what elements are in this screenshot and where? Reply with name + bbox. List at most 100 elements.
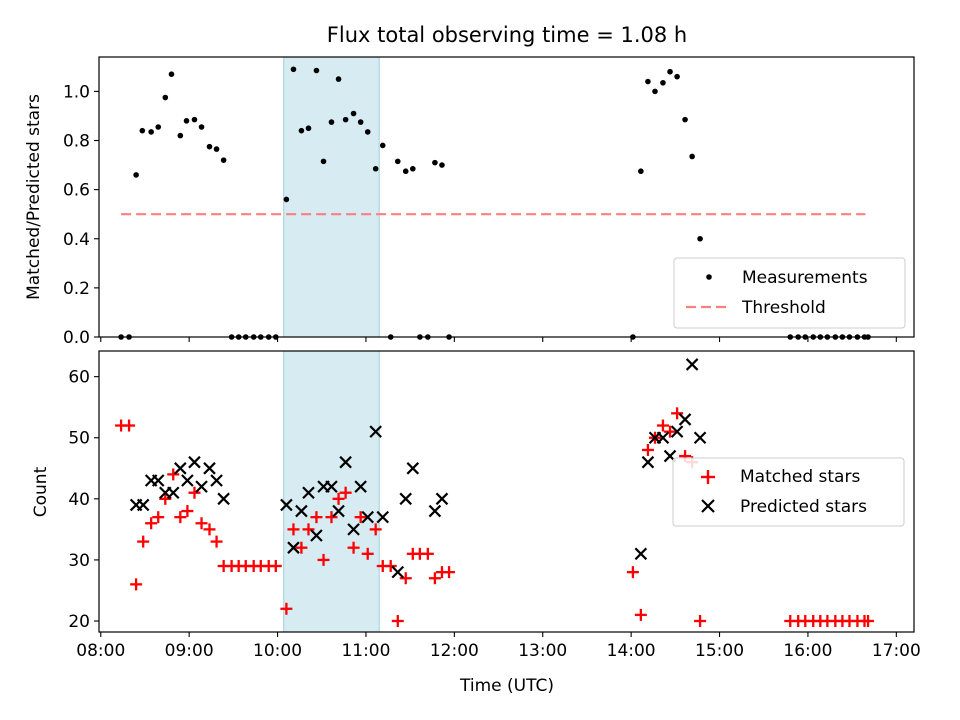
measurement-point (220, 157, 227, 163)
x-tick-label: 11:00 (341, 641, 390, 661)
y-tick-label: 50 (68, 429, 90, 449)
predicted-star-point (369, 425, 382, 438)
matched-star-point (347, 541, 360, 554)
matched-stars-series (115, 407, 875, 628)
measurement-point (350, 110, 357, 117)
measurement-point (674, 73, 680, 80)
matched-star-point (152, 511, 165, 524)
measurement-point (191, 116, 198, 123)
measurement-point (682, 116, 688, 123)
measurement-point (206, 143, 213, 150)
matched-star-point (656, 419, 669, 432)
bottom-panel: 20 30 40 50 60 08:00 09:00 10:00 11:00 12:00 13:0… (31, 350, 921, 696)
y-tick-label: 1.0 (63, 82, 90, 102)
bottom-y-axis-ticks: 20 30 40 50 60 (68, 368, 99, 632)
predicted-star-point (188, 455, 201, 469)
measurement-point (402, 168, 409, 175)
x-tick-label: 14:00 (607, 641, 656, 661)
measurement-point (133, 172, 139, 178)
top-panel: Flux total observing time = 1.08 h 0.0 0.… (24, 23, 915, 348)
matched-star-point (862, 615, 875, 628)
predicted-stars-series (129, 358, 707, 579)
matched-star-point (399, 572, 412, 585)
matched-star-point (174, 511, 187, 524)
measurement-point (372, 165, 379, 172)
top-y-axis-label: Matched/Predicted stars (24, 94, 44, 300)
y-tick-label: 0.0 (63, 328, 90, 348)
matched-star-point (195, 517, 208, 530)
predicted-star-point (376, 510, 390, 524)
predicted-star-point (641, 455, 655, 469)
predicted-star-point (166, 486, 180, 499)
predicted-star-point (685, 358, 699, 371)
legend-predicted-label: Predicted stars (740, 497, 867, 517)
bottom-x-axis-label: Time (UTC) (459, 676, 554, 696)
measurement-point (155, 124, 162, 130)
predicted-star-point (325, 480, 338, 493)
measurement-point (313, 67, 320, 74)
measurement-point (697, 235, 703, 242)
matched-star-point (188, 486, 201, 499)
legend-threshold-label: Threshold (741, 298, 826, 318)
measurement-point (410, 165, 416, 172)
matched-star-point (369, 523, 382, 536)
legend-predicted-marker (701, 499, 715, 513)
measurement-point (162, 94, 169, 101)
bottom-y-axis-label: Count (31, 466, 51, 517)
matched-star-point (137, 535, 150, 548)
measurement-point (168, 71, 175, 77)
y-tick-label: 0.2 (63, 279, 90, 299)
y-tick-label: 0.4 (63, 230, 90, 250)
measurement-point (364, 129, 371, 135)
measurement-point (379, 142, 386, 149)
predicted-star-point (295, 504, 308, 518)
matched-star-point (354, 511, 367, 524)
top-x-axis-ticks (100, 337, 897, 342)
measurement-point (645, 78, 651, 85)
matched-star-point (694, 615, 707, 628)
bottom-plot-frame (98, 350, 915, 633)
y-tick-label: 30 (68, 551, 90, 571)
x-tick-label: 12:00 (430, 641, 479, 661)
x-tick-label: 09:00 (165, 641, 214, 661)
matched-star-point (167, 468, 180, 481)
predicted-star-point (203, 462, 216, 475)
measurement-point (394, 158, 401, 165)
matched-star-point (145, 517, 158, 530)
matched-star-point (325, 511, 338, 524)
predicted-star-point (361, 510, 374, 524)
matched-star-point (302, 523, 315, 536)
predicted-star-point (634, 547, 648, 561)
top-plot-frame (98, 56, 915, 338)
predicted-star-point (217, 492, 230, 506)
measurement-point (139, 127, 146, 134)
matched-star-point (332, 492, 345, 505)
matched-star-point (664, 425, 677, 438)
measurement-point (667, 68, 673, 75)
matched-star-point (203, 523, 216, 536)
x-tick-label: 10:00 (253, 641, 302, 661)
predicted-star-point (347, 523, 360, 536)
x-tick-label: 17:00 (872, 641, 921, 661)
matched-star-point (443, 566, 456, 579)
chart-title: Flux total observing time = 1.08 h (327, 23, 687, 47)
matched-star-point (280, 602, 293, 615)
measurement-point (342, 116, 349, 123)
measurement-point (335, 76, 342, 82)
legend-matched-label: Matched stars (740, 467, 860, 487)
matched-star-point (671, 407, 684, 420)
measurement-point (183, 118, 190, 124)
matched-star-point (295, 541, 308, 554)
measurement-point (328, 119, 335, 125)
measurement-point (357, 119, 364, 125)
predicted-star-point (151, 474, 165, 487)
measurement-point (198, 124, 205, 130)
y-tick-label: 60 (68, 368, 90, 388)
predicted-star-point (678, 413, 692, 426)
measurement-point (660, 79, 666, 86)
highlight-span-top (283, 56, 380, 338)
predicted-star-point (195, 480, 208, 493)
x-tick-label: 08:00 (76, 641, 125, 661)
predicted-star-point (287, 541, 300, 554)
